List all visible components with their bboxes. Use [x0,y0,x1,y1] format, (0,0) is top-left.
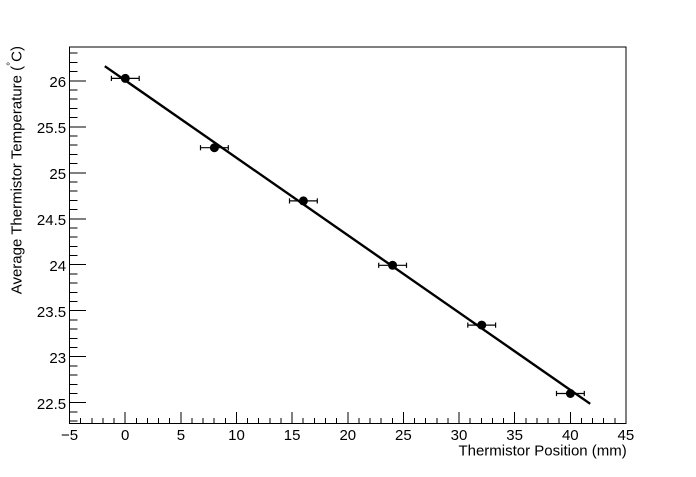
svg-text:35: 35 [506,427,523,444]
svg-text:25: 25 [49,166,66,183]
svg-text:26: 26 [49,74,66,91]
svg-text:25: 25 [395,427,412,444]
svg-text:0: 0 [121,427,129,444]
svg-text:15: 15 [284,427,301,444]
svg-text:22.5: 22.5 [37,396,66,413]
svg-text:20: 20 [339,427,356,444]
svg-text:23: 23 [49,350,66,367]
svg-text:Thermistor Position (mm): Thermistor Position (mm) [458,442,626,459]
svg-text:45: 45 [618,427,635,444]
svg-text:40: 40 [562,427,579,444]
svg-text:24.5: 24.5 [37,212,66,229]
svg-text:25.5: 25.5 [37,120,66,137]
svg-text:10: 10 [228,427,245,444]
svg-text:−5: −5 [61,427,78,444]
svg-text:24: 24 [49,258,66,275]
svg-text:30: 30 [451,427,468,444]
svg-text:Average Thermistor Temperature: Average Thermistor Temperature (°C) [6,46,25,294]
svg-text:5: 5 [177,427,185,444]
svg-text:23.5: 23.5 [37,304,66,321]
